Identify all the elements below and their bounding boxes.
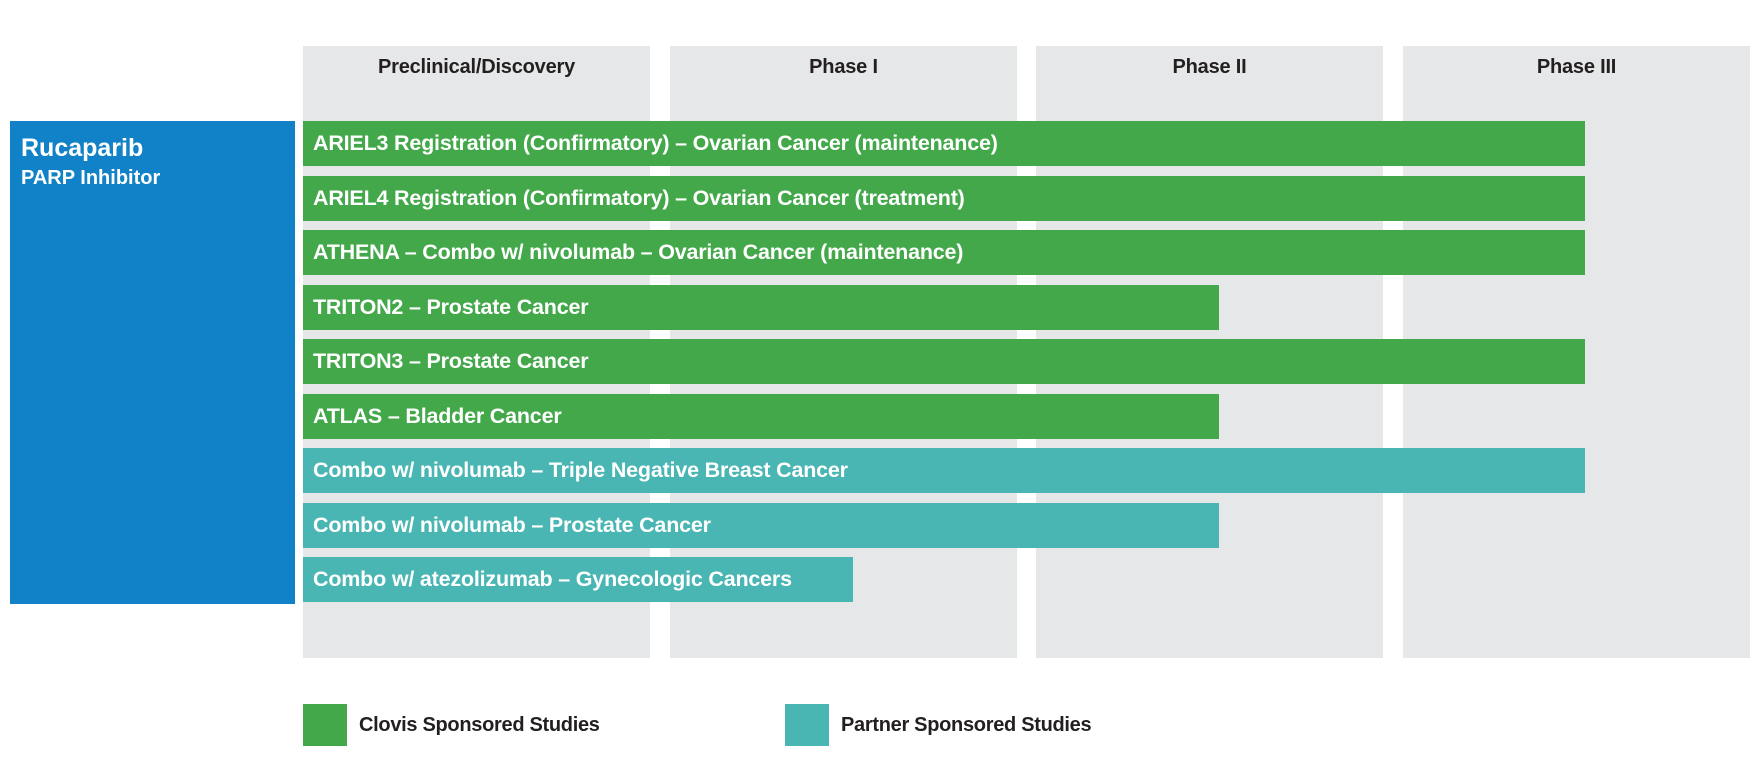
- drug-class: PARP Inhibitor: [21, 167, 161, 189]
- drug-name: Rucaparib: [21, 134, 144, 162]
- drug-box: Rucaparib PARP Inhibitor: [10, 121, 295, 604]
- study-bar: Combo w/ atezolizumab – Gynecologic Canc…: [303, 557, 853, 602]
- study-bar: ATHENA – Combo w/ nivolumab – Ovarian Ca…: [303, 230, 1585, 275]
- legend-label: Clovis Sponsored Studies: [359, 714, 600, 736]
- study-bar: Combo w/ nivolumab – Triple Negative Bre…: [303, 448, 1585, 493]
- study-bar: ARIEL4 Registration (Confirmatory) – Ova…: [303, 176, 1585, 221]
- study-bar: Combo w/ nivolumab – Prostate Cancer: [303, 503, 1219, 548]
- phase-header: Preclinical/Discovery: [377, 56, 576, 78]
- legend-swatch: [303, 704, 347, 746]
- legend-label: Partner Sponsored Studies: [841, 714, 1092, 736]
- phase-header: Phase I: [809, 56, 878, 78]
- legend-swatch: [785, 704, 829, 746]
- study-bar: ARIEL3 Registration (Confirmatory) – Ova…: [303, 121, 1585, 166]
- study-bar: TRITON3 – Prostate Cancer: [303, 339, 1585, 384]
- study-bar: TRITON2 – Prostate Cancer: [303, 285, 1219, 330]
- study-bar: ATLAS – Bladder Cancer: [303, 394, 1219, 439]
- phase-header: Phase II: [1172, 56, 1247, 78]
- phase-header: Phase III: [1536, 56, 1617, 78]
